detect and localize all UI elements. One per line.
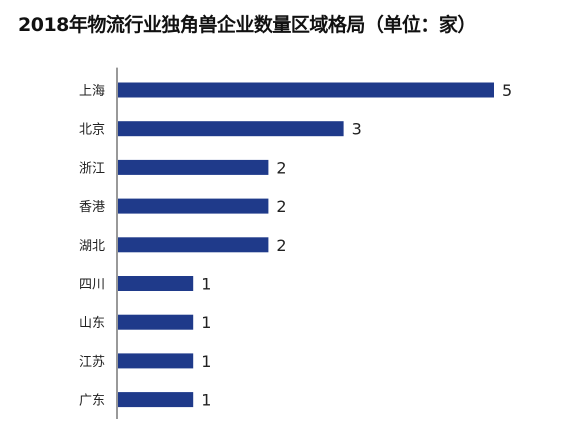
bar — [118, 82, 494, 98]
data-label: 1 — [201, 352, 211, 371]
chart-title: 2018年物流行业独角兽企业数量区域格局（单位：家） — [18, 14, 476, 36]
data-label: 5 — [502, 81, 512, 100]
data-label: 1 — [201, 313, 211, 332]
bar — [118, 198, 269, 214]
category-label: 四川 — [79, 278, 105, 293]
bar — [118, 353, 194, 369]
data-label: 1 — [201, 275, 211, 294]
bar — [118, 159, 269, 175]
bars-group: 上海 5 北京 3 浙江 2 香港 2 湖北 2 四川 1 山东 1 江苏 1 广东 1 — [79, 81, 512, 410]
bar — [118, 392, 194, 408]
data-label: 1 — [201, 391, 211, 410]
bar — [118, 121, 344, 137]
data-label: 2 — [276, 236, 286, 255]
category-label: 上海 — [79, 84, 105, 99]
category-label: 湖北 — [79, 239, 105, 254]
category-label: 北京 — [79, 123, 105, 138]
bar — [118, 276, 194, 291]
data-label: 3 — [352, 120, 362, 139]
category-label: 广东 — [79, 394, 105, 409]
data-label: 2 — [276, 158, 286, 177]
category-label: 香港 — [79, 200, 105, 215]
bar — [118, 237, 269, 253]
category-label: 山东 — [79, 316, 105, 331]
category-label: 浙江 — [79, 161, 105, 176]
data-label: 2 — [276, 197, 286, 216]
category-label: 江苏 — [79, 354, 105, 370]
bar — [118, 314, 194, 330]
